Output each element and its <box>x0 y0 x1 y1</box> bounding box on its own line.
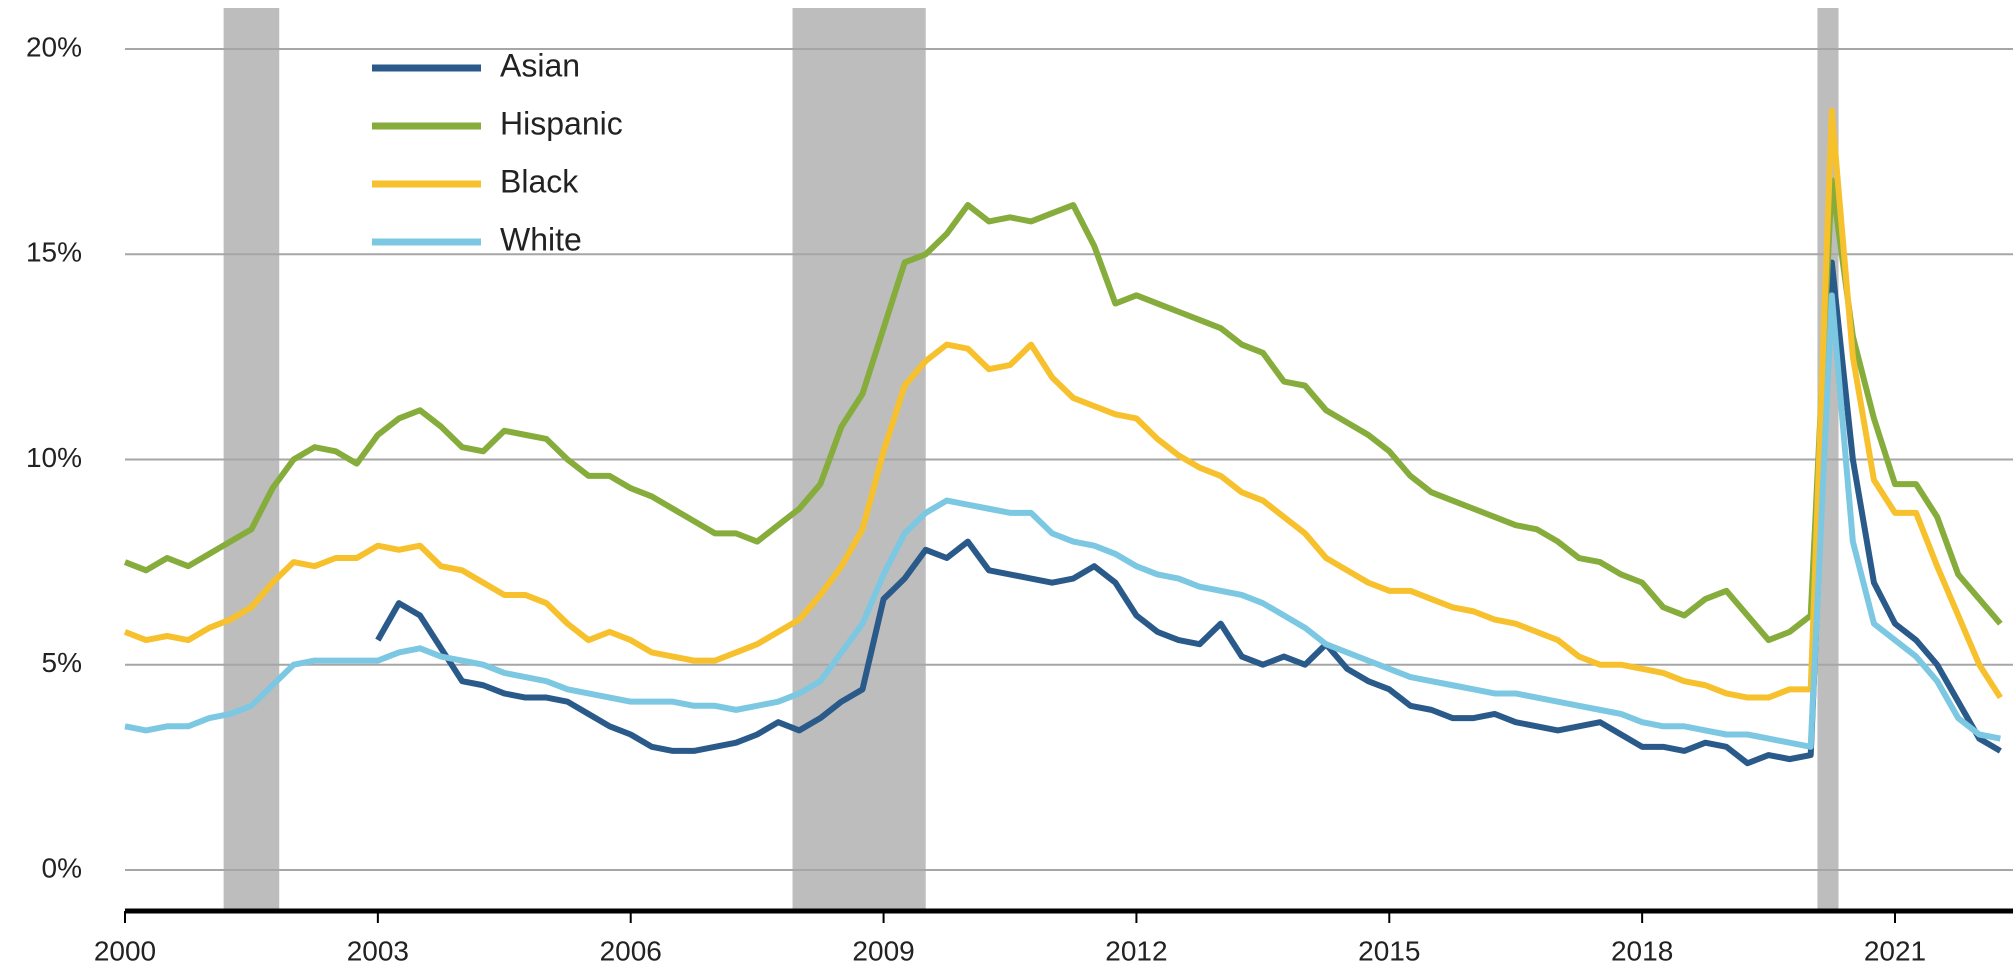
x-tick-label: 2015 <box>1358 935 1420 966</box>
y-tick-label: 20% <box>26 31 82 62</box>
x-tick-label: 2009 <box>852 935 914 966</box>
x-tick-label: 2018 <box>1611 935 1673 966</box>
series-line <box>375 259 2002 767</box>
x-tick-label: 2012 <box>1105 935 1167 966</box>
y-tick-label: 0% <box>42 852 82 883</box>
x-tick-label: 2021 <box>1864 935 1926 966</box>
x-tick-label: 2000 <box>94 935 156 966</box>
legend-label: Hispanic <box>500 105 623 141</box>
series-line <box>123 107 2003 701</box>
y-tick-label: 15% <box>26 237 82 268</box>
x-tick-label: 2006 <box>600 935 662 966</box>
y-tick-label: 5% <box>42 647 82 678</box>
y-tick-label: 10% <box>26 442 82 473</box>
series-line <box>124 292 2001 750</box>
x-tick-label: 2003 <box>347 935 409 966</box>
legend-label: White <box>500 221 582 257</box>
series-line <box>123 177 2003 644</box>
legend-label: Asian <box>500 47 580 83</box>
legend-label: Black <box>500 163 579 199</box>
